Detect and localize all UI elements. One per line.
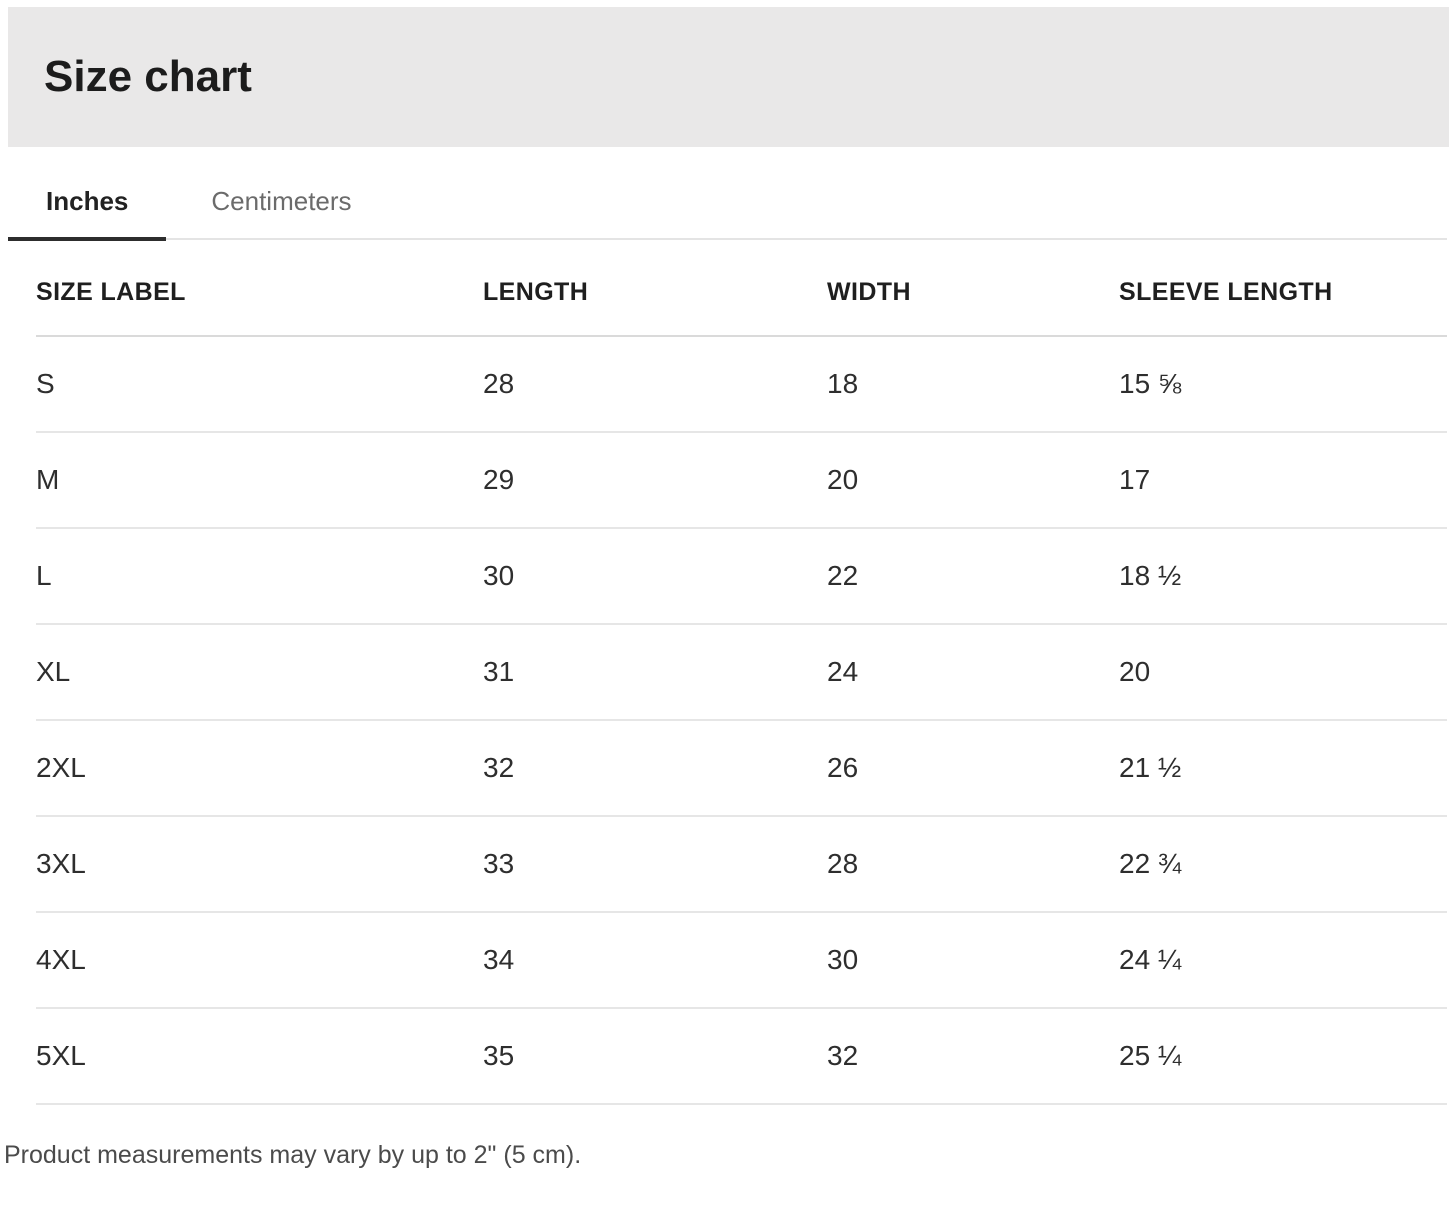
cell-width: 24 (827, 656, 859, 687)
cell-size: 4XL (36, 944, 86, 975)
column-header-length: LENGTH (483, 278, 589, 306)
cell-length: 31 (483, 656, 515, 687)
cell-width: 28 (827, 848, 859, 879)
cell-sleeve-length: 25 ¼ (1119, 1040, 1182, 1071)
cell-sleeve-length: 17 (1119, 464, 1151, 495)
size-chart-header: Size chart (8, 7, 1449, 147)
column-header-size-label: SIZE LABEL (36, 278, 186, 306)
table-row: M 29 20 17 (36, 433, 1447, 529)
table-row: S 28 18 15 ⅝ (36, 337, 1447, 433)
cell-width: 18 (827, 368, 859, 399)
size-table: SIZE LABEL LENGTH WIDTH SLEEVE LENGTH S … (8, 240, 1447, 1105)
table-row: XL 31 24 20 (36, 625, 1447, 721)
cell-sleeve-length: 22 ¾ (1119, 848, 1182, 879)
cell-size: 3XL (36, 848, 86, 879)
table-row: 4XL 34 30 24 ¼ (36, 913, 1447, 1009)
table-row: 3XL 33 28 22 ¾ (36, 817, 1447, 913)
cell-size: L (36, 560, 52, 591)
page-title: Size chart (44, 52, 252, 101)
cell-width: 22 (827, 560, 859, 591)
cell-size: 5XL (36, 1040, 86, 1071)
cell-width: 26 (827, 752, 859, 783)
cell-sleeve-length: 15 ⅝ (1119, 368, 1182, 399)
table-row: 5XL 35 32 25 ¼ (36, 1009, 1447, 1105)
cell-length: 30 (483, 560, 515, 591)
table-row: 2XL 32 26 21 ½ (36, 721, 1447, 817)
cell-sleeve-length: 21 ½ (1119, 752, 1182, 783)
cell-length: 35 (483, 1040, 515, 1071)
cell-size: S (36, 368, 55, 399)
cell-size: XL (36, 656, 71, 687)
cell-width: 30 (827, 944, 859, 975)
cell-width: 20 (827, 464, 859, 495)
cell-size: 2XL (36, 752, 86, 783)
cell-width: 32 (827, 1040, 859, 1071)
measurement-disclaimer: Product measurements may vary by up to 2… (4, 1141, 582, 1169)
cell-sleeve-length: 18 ½ (1119, 560, 1182, 591)
cell-length: 32 (483, 752, 515, 783)
cell-length: 33 (483, 848, 515, 879)
cell-length: 29 (483, 464, 515, 495)
cell-size: M (36, 464, 60, 495)
table-header-row: SIZE LABEL LENGTH WIDTH SLEEVE LENGTH (36, 240, 1447, 337)
cell-length: 28 (483, 368, 515, 399)
tab-inches[interactable]: Inches (8, 174, 167, 241)
tab-centimeters[interactable]: Centimeters (211, 186, 352, 216)
cell-length: 34 (483, 944, 515, 975)
column-header-sleeve-length: SLEEVE LENGTH (1119, 278, 1333, 306)
cell-sleeve-length: 20 (1119, 656, 1151, 687)
column-header-width: WIDTH (827, 278, 911, 306)
unit-tabs: Inches Centimeters (8, 147, 1447, 241)
cell-sleeve-length: 24 ¼ (1119, 944, 1182, 975)
table-row: L 30 22 18 ½ (36, 529, 1447, 625)
